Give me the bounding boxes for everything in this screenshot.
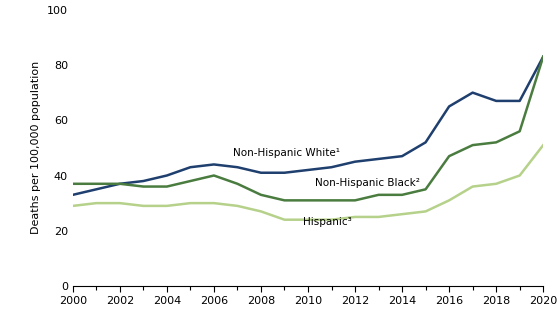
Y-axis label: Deaths per 100,000 population: Deaths per 100,000 population (31, 61, 41, 235)
Text: Hispanic³: Hispanic³ (304, 216, 352, 227)
Text: Non-Hispanic Black²: Non-Hispanic Black² (315, 178, 420, 188)
Text: Non-Hispanic White¹: Non-Hispanic White¹ (233, 148, 340, 158)
